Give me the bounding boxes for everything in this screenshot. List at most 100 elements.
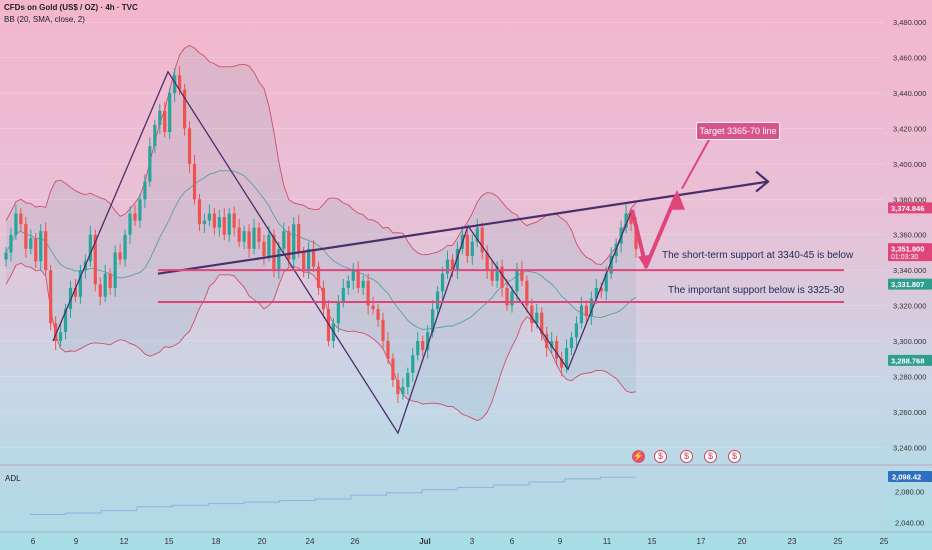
- dividend-icon[interactable]: $: [654, 450, 667, 463]
- candle-body: [247, 231, 251, 249]
- candle-body: [272, 234, 276, 271]
- important-support-text: The important support below is 3325-30: [668, 285, 845, 296]
- candle-body: [445, 259, 450, 274]
- price-tick-label: 3,260.000: [893, 408, 926, 417]
- time-tick-label: 15: [648, 537, 657, 546]
- candle-body: [103, 273, 107, 297]
- candle-body: [604, 273, 608, 292]
- candle-body: [579, 305, 584, 324]
- symbol-title[interactable]: CFDs on Gold (US$ / OZ) · 4h · TVC: [4, 3, 138, 12]
- adl-background: [0, 468, 884, 530]
- time-tick-label: 6: [510, 537, 515, 546]
- time-tick-label: 20: [258, 537, 267, 546]
- candle-body: [381, 319, 385, 342]
- candle-body: [227, 213, 231, 235]
- candle-body: [113, 252, 117, 288]
- candle-body: [371, 305, 375, 310]
- candle-body: [416, 341, 420, 356]
- indicator-label[interactable]: BB (20, SMA, close, 2): [4, 15, 85, 24]
- price-tag: [888, 278, 932, 290]
- candle-body: [356, 270, 360, 288]
- candle-body: [257, 227, 261, 242]
- price-tick-label: 3,480.000: [893, 18, 926, 27]
- candle-body: [133, 213, 137, 221]
- candle-body: [346, 280, 350, 288]
- price-tick-label: 3,440.000: [893, 89, 926, 98]
- dividend-icon[interactable]: $: [728, 450, 741, 463]
- candle-body: [634, 224, 638, 249]
- dividend-icon[interactable]: $: [680, 450, 693, 463]
- adl-line: [30, 476, 636, 515]
- drawings: [52, 70, 844, 435]
- candle-body: [386, 341, 390, 359]
- candle-body: [510, 291, 514, 306]
- time-tick-label: 26: [351, 537, 360, 546]
- candle-body: [49, 270, 53, 324]
- candle-body: [153, 124, 157, 147]
- time-tick-label: 3: [470, 537, 475, 546]
- time-tick-label: 15: [165, 537, 174, 546]
- dividend-icon[interactable]: $: [704, 450, 717, 463]
- time-tick-label: 9: [558, 537, 563, 546]
- candle-body: [287, 231, 291, 260]
- price-tag-label: 3,351.900: [891, 245, 924, 254]
- candle-body: [182, 89, 187, 129]
- adl-pane: 2,080.00 2,040.00 2,098.42: [0, 468, 932, 530]
- candle-body: [485, 252, 489, 271]
- candle-body: [108, 273, 112, 288]
- candle-body: [540, 312, 544, 334]
- candle-body: [123, 234, 127, 260]
- bb-fill: [6, 45, 636, 421]
- price-tag-label: 3,288.768: [891, 356, 924, 365]
- price-tick-label: 3,420.000: [893, 124, 926, 133]
- candle-body: [242, 231, 246, 242]
- adl-value-tag: [888, 470, 932, 482]
- candle-body: [173, 75, 177, 94]
- trendline-arrowhead: [755, 170, 770, 193]
- candle-body: [505, 287, 509, 306]
- candle-body: [88, 234, 92, 262]
- time-tick-label: 25: [880, 537, 889, 546]
- candle-body: [366, 280, 370, 306]
- projection-arrowhead-down: [638, 254, 652, 269]
- candle-body: [440, 273, 445, 292]
- candle-body: [168, 93, 172, 132]
- price-tag-label: 3,331.807: [891, 280, 924, 289]
- callout-pointer: [681, 137, 711, 190]
- candle-body: [138, 199, 142, 221]
- candle-body: [192, 163, 197, 200]
- candle-body: [78, 270, 83, 297]
- candle-body: [63, 309, 68, 333]
- price-tag: [888, 354, 932, 366]
- candle-body: [426, 332, 430, 350]
- candle-body: [589, 298, 593, 317]
- candle-body: [252, 227, 256, 249]
- adl-pane-label[interactable]: ADL: [5, 474, 21, 483]
- candle-body: [550, 341, 554, 349]
- candle-body: [396, 379, 400, 395]
- candle-body: [262, 241, 266, 256]
- candle-body: [341, 287, 345, 303]
- time-tick-label: 11: [603, 537, 612, 546]
- adl-value-label: 2,098.42: [892, 472, 921, 481]
- lightning-icon[interactable]: ⚡: [632, 450, 645, 463]
- candle-body: [311, 248, 316, 267]
- candle-body: [163, 110, 167, 132]
- time-tick-label: 12: [120, 537, 129, 546]
- candle-body: [624, 213, 628, 228]
- price-tick-label: 3,360.000: [893, 231, 926, 240]
- candle-body: [73, 287, 78, 297]
- candle-body: [118, 252, 122, 260]
- candle-body: [19, 213, 23, 225]
- candle-body: [401, 387, 405, 395]
- candle-body: [277, 248, 281, 271]
- target-callout: Target 3365-70 line: [696, 122, 780, 140]
- time-tick-label: Jul: [419, 537, 431, 546]
- time-tick-label: 23: [788, 537, 797, 546]
- candle-body: [207, 213, 211, 221]
- zigzag-pattern: [52, 70, 633, 435]
- candle-body: [431, 309, 435, 333]
- candle-body: [599, 287, 603, 292]
- candle-body: [158, 110, 162, 125]
